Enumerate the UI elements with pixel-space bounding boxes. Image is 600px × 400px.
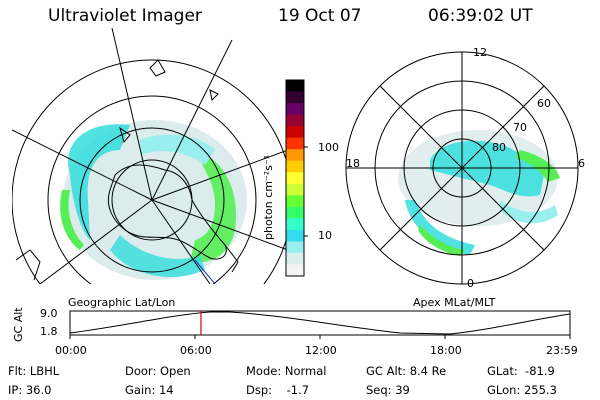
- left-map-caption: Geographic Lat/Lon: [68, 296, 176, 309]
- lat-circles: [12, 59, 288, 284]
- colorbar-swatch: [286, 126, 304, 139]
- altitude-ytick-9: 9.0: [40, 307, 58, 320]
- colorbar-swatch: [286, 195, 304, 208]
- polar-grid: [345, 51, 579, 285]
- status-seq: Seq: 39: [366, 383, 410, 397]
- status-glat: GLat: -81.9: [487, 364, 555, 378]
- colorbar-tick-10: 10: [318, 229, 332, 242]
- colorbar-swatch: [286, 137, 304, 150]
- status-door: Door: Open: [125, 364, 191, 378]
- time-label: 06:39:02 UT: [428, 6, 533, 26]
- mlat-label-60: 60: [537, 97, 551, 110]
- colorbar-swatch: [286, 218, 304, 231]
- colorbar-swatch: [286, 172, 304, 185]
- aurora-band-south: [110, 235, 205, 278]
- right-map-caption: Apex MLat/MLT: [413, 296, 496, 309]
- date-label: 19 Oct 07: [278, 6, 362, 26]
- colorbar-swatch: [286, 114, 304, 127]
- status-glon: GLon: 255.3: [487, 383, 557, 397]
- colorbar-unit-label: photon cm⁻²s⁻¹: [262, 154, 275, 240]
- xtick-2359: 23:59: [546, 344, 578, 357]
- status-gain: Gain: 14: [125, 383, 174, 397]
- colorbar-swatch: [286, 206, 304, 219]
- colorbar: [285, 79, 308, 277]
- aurora-band-west: [68, 124, 130, 240]
- coastline-sw: [15, 249, 41, 281]
- altitude-ytick-1-8: 1.8: [40, 325, 58, 338]
- altitude-plot: [69, 310, 571, 339]
- status-flt: Flt: LBHL: [8, 364, 60, 378]
- mlt-label-0: 0: [467, 277, 474, 290]
- colorbar-swatch: [286, 252, 304, 265]
- status-ip: IP: 36.0: [8, 383, 52, 397]
- colorbar-swatch: [286, 80, 304, 93]
- right-polar-map: [398, 130, 560, 256]
- mlat-label-70: 70: [513, 121, 527, 134]
- mlat-label-80: 80: [492, 141, 506, 154]
- coastline: [107, 164, 227, 260]
- altitude-ylabel: GC Alt: [12, 307, 25, 342]
- status-gc-alt: GC Alt: 8.4 Re: [366, 364, 447, 378]
- xtick-1200: 12:00: [305, 344, 337, 357]
- terminator-line: [194, 259, 216, 284]
- mlt-label-12: 12: [473, 46, 487, 59]
- xtick-0000: 00:00: [55, 344, 87, 357]
- colorbar-swatch: [286, 160, 304, 173]
- islands: [119, 59, 219, 144]
- colorbar-swatch: [286, 103, 304, 116]
- colorbar-swatch: [286, 229, 304, 242]
- colorbar-swatch: [286, 241, 304, 254]
- xtick-1800: 18:00: [430, 344, 462, 357]
- left-geographic-map: [12, 28, 288, 284]
- colorbar-swatch: [286, 91, 304, 104]
- status-dsp: Dsp: -1.7: [246, 383, 310, 397]
- mlt-label-6: 6: [578, 157, 585, 170]
- aurora-green-east: [190, 150, 236, 263]
- mlt-label-18: 18: [346, 157, 360, 170]
- meridian-lines: [12, 28, 288, 284]
- colorbar-swatch: [286, 183, 304, 196]
- colorbar-border: [285, 79, 305, 277]
- colorbar-swatch: [286, 149, 304, 162]
- xtick-0600: 06:00: [180, 344, 212, 357]
- status-mode: Mode: Normal: [246, 364, 327, 378]
- instrument-title: Ultraviolet Imager: [48, 6, 202, 26]
- altitude-curve: [69, 311, 571, 335]
- colorbar-tick-100: 100: [318, 141, 339, 154]
- colorbar-swatch: [286, 264, 304, 277]
- aurora-green-west: [60, 190, 84, 250]
- coastline-peninsula: [224, 244, 239, 273]
